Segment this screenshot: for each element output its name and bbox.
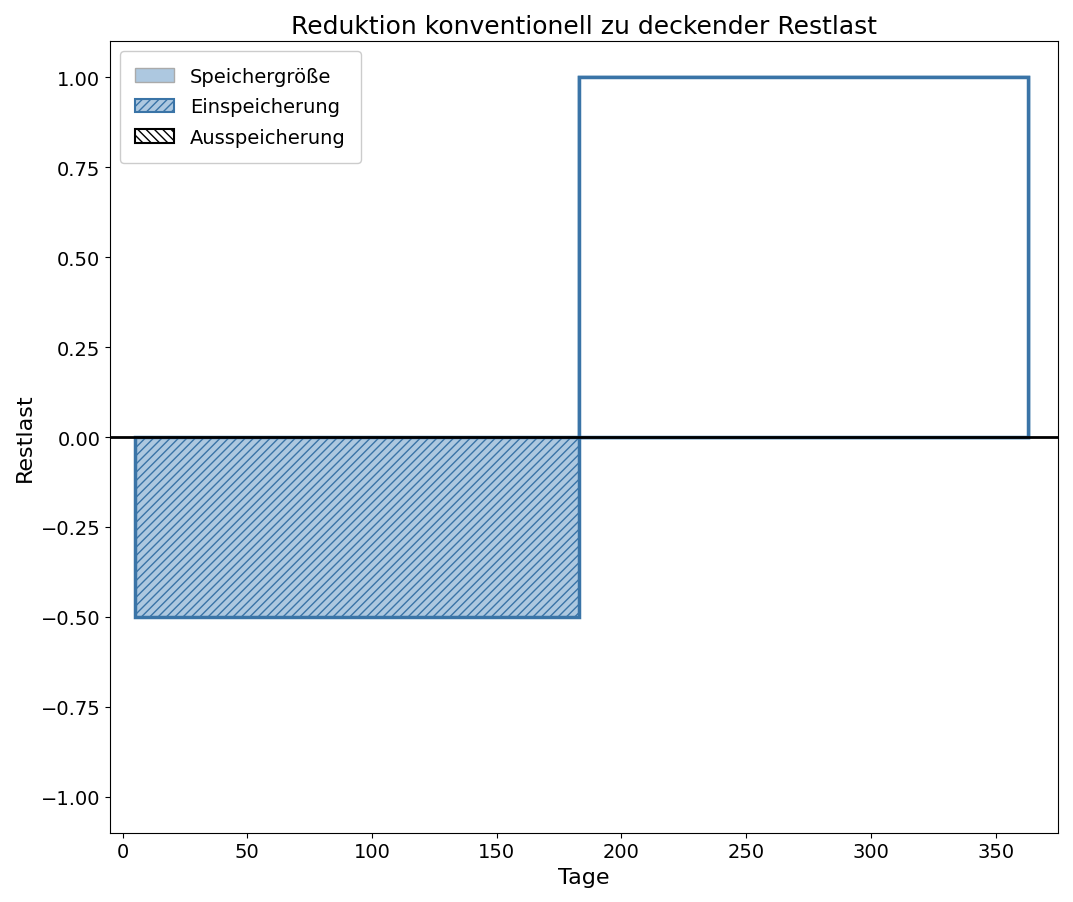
Bar [579,258,1028,437]
Bar [579,78,1028,437]
Legend: Speichergröße, Einspeicherung, Ausspeicherung: Speichergröße, Einspeicherung, Ausspeich… [120,52,361,163]
X-axis label: Tage: Tage [558,867,609,887]
Bar [579,78,1028,437]
Bar [135,437,579,617]
Title: Reduktion konventionell zu deckender Restlast: Reduktion konventionell zu deckender Res… [291,15,877,39]
Y-axis label: Restlast: Restlast [15,393,35,482]
Bar [135,437,579,617]
Bar [579,78,1028,258]
